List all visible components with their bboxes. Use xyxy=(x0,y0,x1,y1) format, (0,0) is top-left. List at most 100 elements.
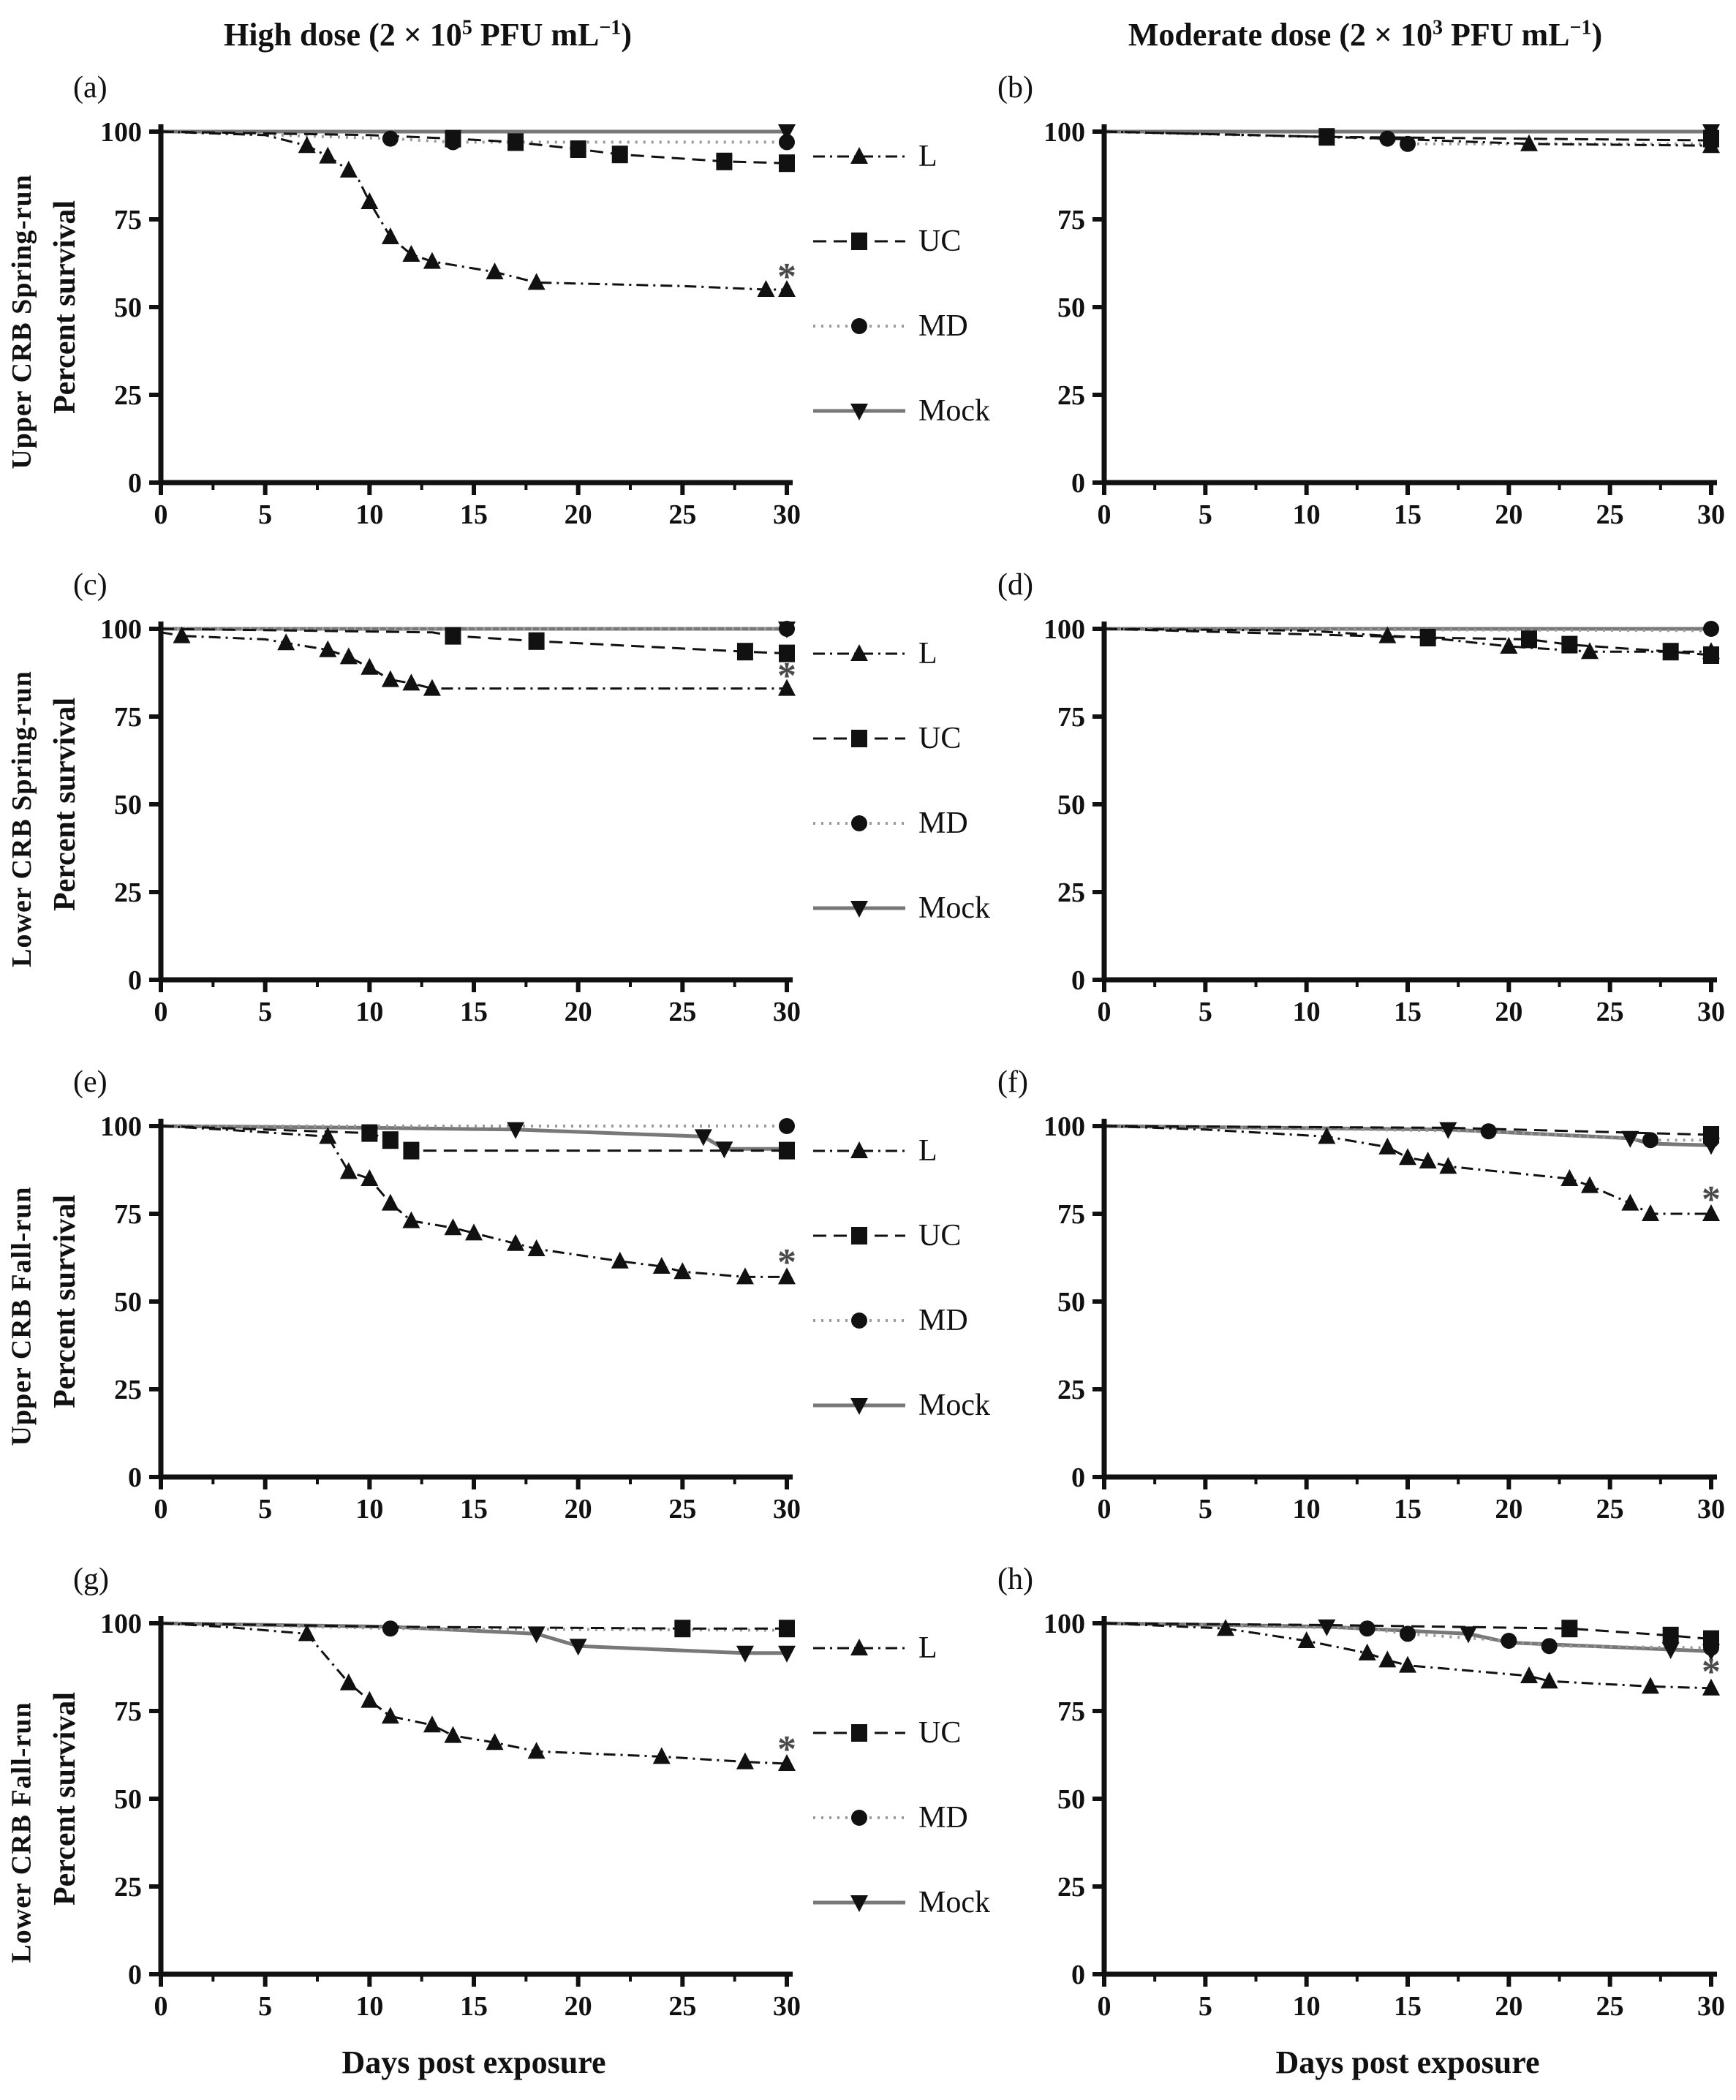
triangle-up-marker xyxy=(444,1726,462,1743)
legend-item-Mock: Mock xyxy=(812,1388,995,1423)
y-tick-label: 0 xyxy=(1071,965,1085,996)
legend-item-UC: UC xyxy=(812,1715,995,1750)
triangle-up-marker xyxy=(527,273,546,290)
legend-glyph xyxy=(851,1227,867,1244)
plot-svg-(d): 0 5 10 15 20 25 30 0 25 50 75 100 xyxy=(1044,614,1725,1027)
triangle-up-marker xyxy=(507,1234,525,1251)
triangle-up-marker xyxy=(361,192,379,209)
legend-glyph xyxy=(850,1895,868,1912)
y-tick-label: 75 xyxy=(1057,205,1085,235)
triangle-down-marker xyxy=(1621,1130,1639,1148)
legend-marker-square-icon xyxy=(813,730,905,747)
panel-g: (g) 0 5 10 15 20 25 30 0 25 50 75 100 * Percent survi… xyxy=(44,1563,812,2100)
survival-plot-c: 0 5 10 15 20 25 30 0 25 50 75 100 * Percent survival xyxy=(44,585,812,1042)
legend-label-UC: UC xyxy=(918,722,962,755)
legend-marker-triangle-up-icon xyxy=(813,1141,905,1158)
triangle-up-marker xyxy=(1297,1631,1316,1648)
square-marker xyxy=(507,133,524,151)
survival-plot-e: 0 5 10 15 20 25 30 0 25 50 75 100 * Percent survival xyxy=(44,1082,812,1539)
series-markers-UC xyxy=(445,129,795,173)
triangle-up-marker xyxy=(361,1169,379,1186)
survival-plot-b: 0 5 10 15 20 25 30 0 25 50 75 100 xyxy=(995,88,1736,545)
y-tick-label: 0 xyxy=(128,1960,142,1990)
triangle-up-marker xyxy=(402,245,420,262)
legend-item-MD: MD xyxy=(812,309,995,344)
series-markers-L xyxy=(298,136,796,297)
triangle-down-marker xyxy=(850,404,868,420)
triangle-up-marker xyxy=(673,1262,692,1280)
legend-marker-circle-icon xyxy=(813,1312,905,1329)
series-markers-MD xyxy=(1379,130,1719,152)
x-tick-label: 15 xyxy=(460,1991,488,2022)
legend-glyph xyxy=(851,1312,867,1329)
series-markers-L xyxy=(173,626,796,696)
y-tick-label: 100 xyxy=(1044,117,1085,148)
legend-marker-triangle-down-icon xyxy=(813,901,905,918)
series-line-UC xyxy=(1103,1622,1712,1641)
circle-marker xyxy=(1480,1123,1497,1140)
legend-label-Mock: Mock xyxy=(918,891,990,925)
legend-glyph xyxy=(851,233,867,250)
y-tick-label: 75 xyxy=(114,1696,142,1727)
triangle-down-marker xyxy=(1318,1619,1336,1636)
x-tick-label: 15 xyxy=(460,1494,488,1525)
x-tick-label: 30 xyxy=(773,499,801,530)
triangle-up-marker xyxy=(527,1742,546,1759)
triangle-up-marker xyxy=(1702,642,1720,660)
triangle-down-marker xyxy=(569,1639,587,1656)
y-axis-title: Percent survival xyxy=(48,1692,82,1906)
legend-label-Mock: Mock xyxy=(918,1886,990,1919)
significance-asterisk: * xyxy=(777,1242,796,1283)
triangle-up-marker xyxy=(1702,136,1720,154)
triangle-up-marker xyxy=(1560,1169,1579,1186)
triangle-up-marker xyxy=(402,1211,420,1228)
circle-marker xyxy=(1379,130,1396,147)
title-exponent: −1 xyxy=(1569,16,1592,39)
title-exponent: −1 xyxy=(599,16,622,39)
circle-marker xyxy=(1501,1633,1517,1649)
legend-item-UC: UC xyxy=(812,224,995,259)
legend-label-L: L xyxy=(918,140,937,173)
legend-marker-triangle-up-icon xyxy=(813,1639,905,1655)
square-marker xyxy=(736,643,753,661)
legend-label-L: L xyxy=(918,1134,937,1168)
significance-asterisk: * xyxy=(777,256,796,298)
triangle-up-marker xyxy=(1520,1666,1538,1683)
significance-asterisk: * xyxy=(1702,1179,1721,1220)
series-line-UC xyxy=(160,627,788,655)
x-tick-label: 5 xyxy=(1199,1991,1212,2022)
triangle-up-marker xyxy=(652,1257,671,1274)
triangle-up-marker xyxy=(1621,1193,1639,1211)
circle-marker xyxy=(779,621,795,637)
series-markers-L xyxy=(298,1624,796,1771)
square-marker xyxy=(445,129,461,148)
legend-row-4: L UC MD Mock xyxy=(812,1565,995,2100)
legend-item-L: L xyxy=(812,139,995,174)
title-text: PFU mL xyxy=(1442,17,1570,53)
legend-glyph xyxy=(850,1141,868,1158)
series-line-UC xyxy=(160,130,788,165)
survival-plot-h: 0 5 10 15 20 25 30 0 25 50 75 100 * Days post exposur… xyxy=(995,1579,1736,2095)
triangle-up-marker xyxy=(319,1127,337,1144)
y-tick-label: 100 xyxy=(100,614,142,645)
series-markers-Mock xyxy=(778,124,796,141)
square-marker xyxy=(851,730,867,747)
triangle-up-marker xyxy=(850,644,868,661)
x-tick-label: 10 xyxy=(1293,997,1321,1027)
x-tick-label: 0 xyxy=(1098,997,1112,1027)
triangle-down-marker xyxy=(778,1645,796,1663)
triangle-up-marker xyxy=(1702,1678,1720,1696)
y-tick-label: 25 xyxy=(114,380,142,411)
legend-marker-triangle-down-icon xyxy=(813,1895,905,1912)
plot-svg-(e): 0 5 10 15 20 25 30 0 25 50 75 100 * Percent survival xyxy=(48,1111,801,1525)
square-marker xyxy=(1662,1626,1679,1644)
y-tick-label: 50 xyxy=(1057,292,1085,323)
x-tick-label: 20 xyxy=(1495,997,1522,1027)
square-marker xyxy=(1703,1126,1719,1144)
triangle-up-marker xyxy=(319,146,337,164)
x-tick-label: 0 xyxy=(154,499,168,530)
square-marker xyxy=(674,1620,691,1638)
legend-glyph xyxy=(851,318,867,334)
triangle-up-marker xyxy=(1378,1137,1397,1155)
triangle-up-marker xyxy=(1581,642,1599,660)
